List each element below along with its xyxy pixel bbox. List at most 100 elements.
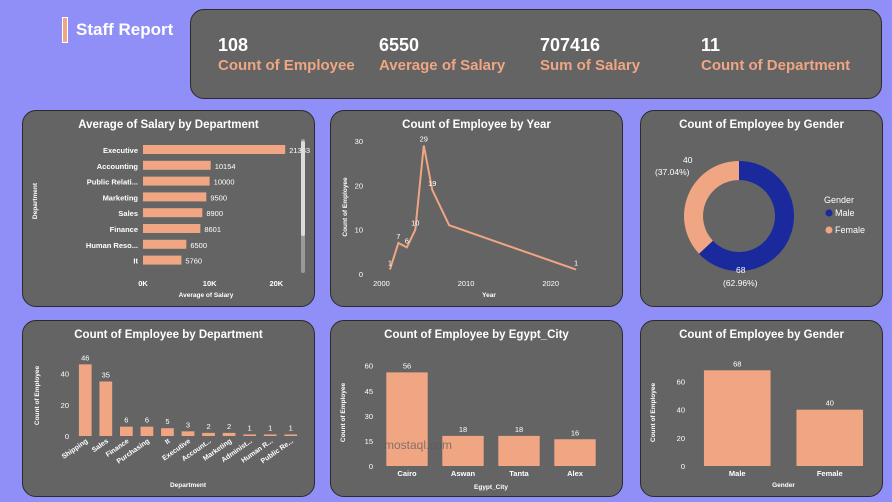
kpi-average-salary[interactable]: 6550 Average of Salary — [379, 35, 505, 77]
y-tick-label: 15 — [365, 437, 373, 446]
point-label: 29 — [420, 134, 428, 143]
x-axis-label: Average of Salary — [179, 292, 234, 299]
bar — [143, 192, 207, 202]
bar — [554, 439, 596, 466]
y-tick-label: 60 — [365, 362, 373, 371]
kpi-label: Count of Department — [701, 57, 851, 74]
point-label: 6 — [405, 236, 409, 245]
legend-marker — [825, 226, 833, 234]
salary-by-department-chart: Executive 21333 Accounting 10154 Public Rela… — [32, 139, 310, 299]
category-label: Finance — [110, 225, 138, 234]
category-label: It — [133, 257, 138, 266]
chart-title: Count of Employee by Year — [402, 119, 551, 131]
x-tick-label: Cairo — [397, 469, 417, 478]
category-label: Sales — [118, 209, 138, 218]
data-label: 8900 — [206, 209, 223, 218]
data-label: 2 — [227, 422, 231, 431]
chart-title: Count of Employee by Gender — [679, 119, 844, 131]
category-label: Marketing — [103, 193, 139, 202]
slice-percent-label: (37.04%) — [655, 167, 690, 177]
bar — [143, 160, 211, 170]
employee-by-department-card[interactable]: Count of Employee by Department 0 20 40 46 S… — [22, 320, 315, 497]
series-line — [388, 145, 577, 271]
data-label: 10154 — [215, 162, 236, 171]
y-tick-label: 20 — [677, 434, 685, 443]
y-axis-label: Count of Employee — [342, 177, 349, 237]
y-tick-label: 45 — [365, 387, 373, 396]
data-label: 16 — [571, 428, 579, 437]
kpi-value: 6550 — [379, 35, 420, 55]
bar — [442, 435, 484, 466]
kpi-sum-salary[interactable]: 707416 Sum of Salary — [540, 35, 640, 77]
employee-by-year-card[interactable]: Count of Employee by Year 0 10 20 30 2000 201… — [330, 110, 623, 307]
x-axis-label: Year — [482, 292, 496, 299]
employee-by-department-chart: 0204046Shipping35Sales6Finance6Purchasin… — [34, 353, 298, 489]
y-tick-label: 30 — [365, 412, 373, 421]
bar — [181, 431, 195, 436]
y-tick-label: 30 — [355, 137, 363, 146]
bar — [284, 434, 298, 436]
kpi-value: 11 — [701, 35, 721, 55]
kpi-card: 108 Count of Employee 6550 Average of Sa… — [190, 9, 882, 99]
bar — [498, 435, 540, 466]
bar — [222, 432, 236, 436]
x-axis-label: Gender — [772, 482, 795, 489]
legend-label: Male — [835, 208, 855, 218]
y-tick-label: 0 — [359, 270, 363, 279]
chart-title: Count of Employee by Gender — [679, 329, 844, 341]
kpi-count-department[interactable]: 11 Count of Department — [701, 35, 850, 77]
y-axis-label: Count of Employee — [34, 366, 41, 426]
x-tick-label: 2010 — [458, 279, 475, 288]
x-tick-label: 10K — [203, 279, 217, 288]
bar — [99, 381, 113, 436]
data-label: 2 — [206, 422, 210, 431]
chart-title: Count of Employee by Department — [74, 329, 263, 341]
bar — [143, 208, 203, 218]
employee-by-city-card[interactable]: Count of Employee by Egypt_City 0 15 30 45 6… — [330, 320, 623, 497]
data-label: 18 — [515, 425, 523, 434]
x-tick-label: Tanta — [509, 469, 529, 478]
point-label: 7 — [396, 232, 400, 241]
bar — [140, 426, 154, 436]
bar — [703, 370, 771, 466]
bar — [263, 434, 277, 436]
bar — [143, 239, 187, 249]
data-label: 6500 — [190, 241, 207, 250]
donut-slice — [684, 161, 739, 254]
employee-by-city-chart: 0 15 30 45 60 56 Cairo 18 Aswan 18 Tanta 16 Alex Egyp… — [340, 361, 596, 491]
employee-by-gender-donut-card[interactable]: Count of Employee by Gender 68 (62.96%) 40… — [640, 110, 883, 307]
x-tick-label: 20K — [269, 279, 283, 288]
report-title: Staff Report — [76, 20, 174, 39]
legend-label: Female — [835, 225, 865, 235]
scrollbar-thumb — [301, 141, 305, 236]
chart-title: Average of Salary by Department — [78, 119, 259, 131]
data-label: 1 — [289, 423, 293, 432]
kpi-label: Sum of Salary — [540, 57, 641, 74]
data-label: 1 — [248, 423, 252, 432]
data-label: 5760 — [185, 257, 202, 266]
bar — [386, 372, 428, 466]
y-tick-label: 20 — [355, 181, 363, 190]
legend-marker — [825, 209, 833, 217]
x-tick-label: Alex — [567, 469, 584, 478]
data-label: 46 — [81, 353, 89, 362]
employee-by-gender-bar-card[interactable]: Count of Employee by Gender 0 20 40 60 68 Mal… — [640, 320, 883, 497]
report-title-box: Staff Report — [62, 17, 173, 43]
bar — [202, 432, 215, 436]
salary-by-department-card[interactable]: Average of Salary by Department Executiv… — [22, 110, 315, 307]
data-label: 5 — [165, 417, 169, 426]
kpi-label: Count of Employee — [218, 57, 355, 74]
y-axis-label: Count of Employee — [340, 383, 347, 443]
bar — [143, 145, 286, 154]
employee-by-gender-bar-chart: 0 20 40 60 68 Male 40 Female Gender Count of Empl… — [650, 359, 864, 489]
x-tick-label: Shipping — [61, 438, 90, 461]
kpi-count-employee[interactable]: 108 Count of Employee — [218, 35, 355, 77]
y-tick-label: 0 — [681, 462, 685, 471]
x-axis-label: Egypt_City — [474, 484, 508, 491]
donut-slice — [698, 161, 794, 271]
kpi-value: 707416 — [540, 35, 601, 55]
data-label: 1 — [268, 423, 272, 432]
point-label: 10 — [411, 219, 419, 228]
employee-by-gender-donut-chart: 68 (62.96%) 40 (37.04%) Gender Male Female — [655, 155, 865, 288]
